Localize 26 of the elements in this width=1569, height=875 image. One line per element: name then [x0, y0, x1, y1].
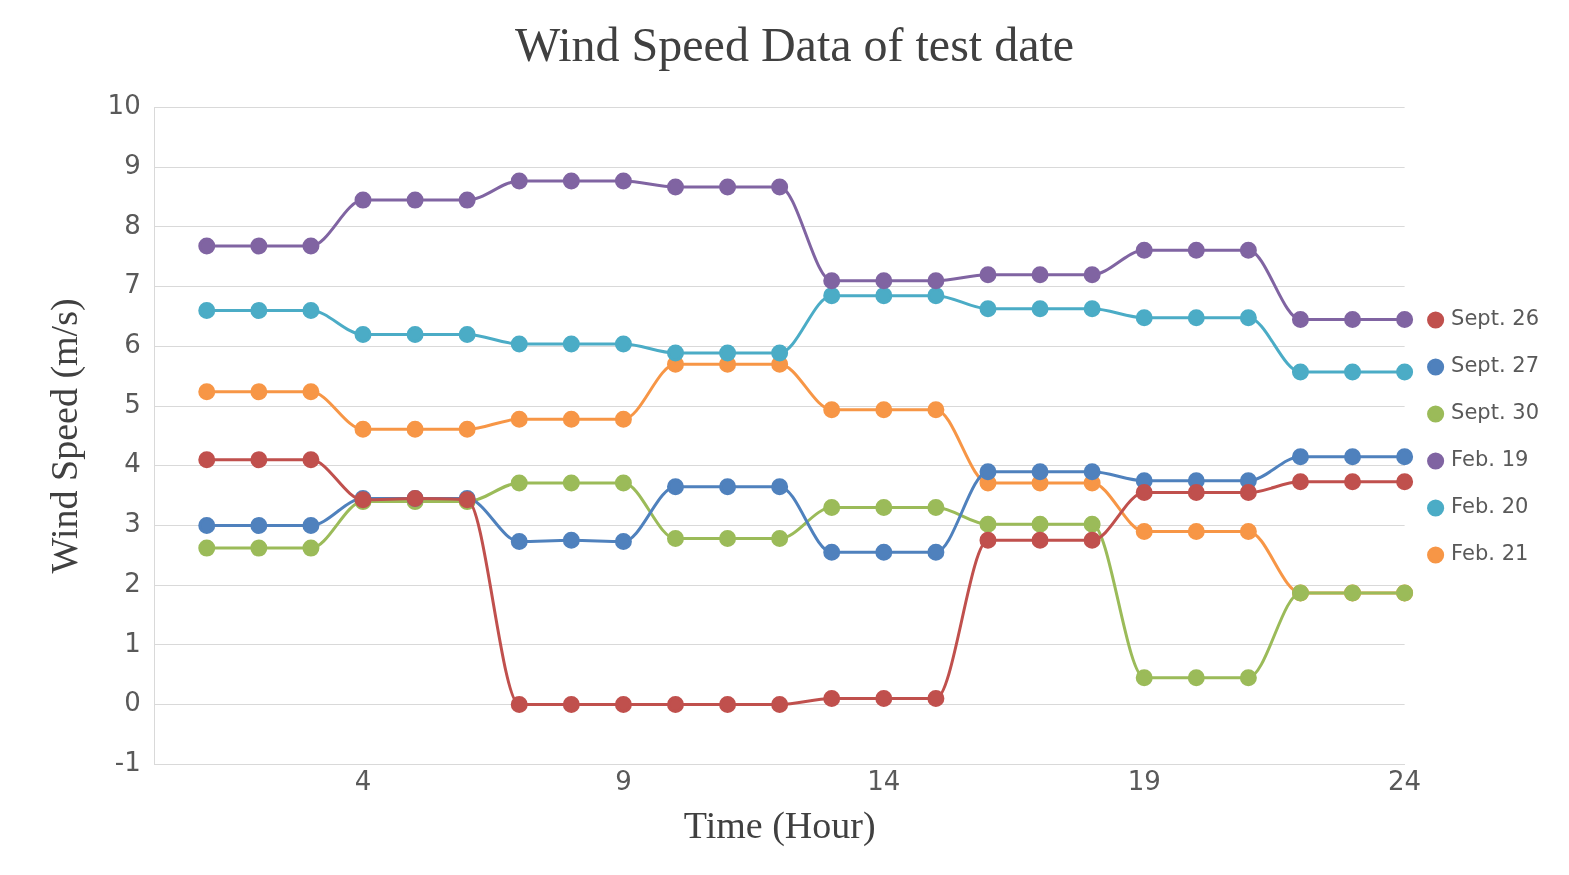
- y-axis-title: Wind Speed (m/s): [42, 298, 86, 574]
- y-tick-label: 3: [124, 508, 141, 539]
- x-tick-label: 14: [867, 765, 901, 796]
- y-tick-label: 7: [124, 269, 141, 300]
- y-tick-label: -1: [114, 746, 141, 777]
- y-tick-label: 0: [124, 687, 141, 718]
- y-tick-label: 2: [124, 567, 141, 598]
- y-tick-label: 10: [107, 90, 141, 121]
- legend-label: Sept. 26: [1451, 306, 1539, 331]
- x-tick-label: 4: [354, 765, 372, 796]
- chart-title: Wind Speed Data of test date: [514, 18, 1075, 72]
- x-axis-title: Time (Hour): [683, 804, 876, 848]
- y-tick-label: 6: [124, 329, 141, 360]
- y-tick-label: 8: [124, 209, 141, 240]
- legend-label: Feb. 20: [1451, 494, 1529, 519]
- legend-label: Sept. 30: [1451, 400, 1539, 425]
- legend-label: Feb. 21: [1451, 541, 1529, 566]
- x-tick-label: 19: [1127, 765, 1161, 796]
- y-tick-label: 5: [124, 388, 141, 419]
- legend-label: Feb. 19: [1451, 447, 1529, 472]
- legend-label: Sept. 27: [1451, 353, 1539, 378]
- y-tick-label: 1: [124, 627, 141, 658]
- x-tick-label: 24: [1388, 765, 1422, 796]
- y-tick-label: 9: [124, 150, 141, 181]
- x-tick-label: 9: [615, 765, 632, 796]
- y-tick-label: 4: [124, 448, 141, 479]
